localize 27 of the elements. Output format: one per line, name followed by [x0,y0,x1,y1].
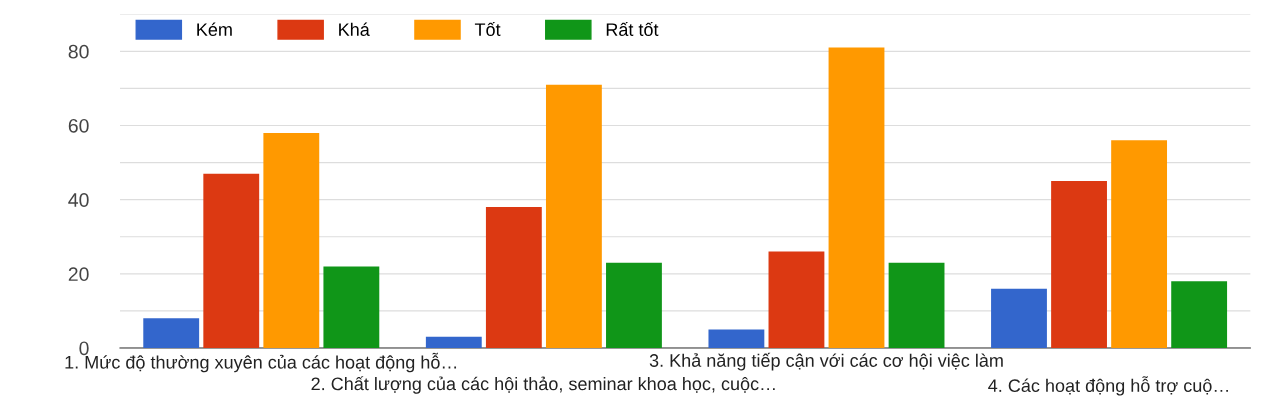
bar [828,47,885,348]
bar [708,329,765,348]
legend-label: Rất tốt [606,21,659,37]
bar [323,266,380,348]
y-tick-label: 80 [68,44,89,59]
y-tick-label: 40 [68,193,89,207]
y-tick-label: 60 [68,118,89,133]
legend-label: Kém [197,22,232,37]
bar [991,288,1047,348]
bar [1111,140,1168,348]
x-tick-label: 3. Khả năng tiếp cận với các cơ hội việc làm [649,352,1003,371]
bar [425,336,482,348]
y-tick-label: 20 [68,267,89,282]
bar [1171,281,1228,348]
legend-label: Tốt [474,21,501,37]
legend-label: Khá [339,22,370,37]
bar [1051,181,1107,348]
bar [485,207,542,348]
bar [888,262,945,348]
x-tick-label: 4. Các hoạt động hỗ trợ cuộ… [988,376,1228,396]
bar [606,262,662,348]
bar [545,84,602,348]
bar [143,318,200,348]
bar [263,132,320,348]
x-tick-label: 2. Chất lượng của các hội thảo, seminar khoa học, cuộc… [311,376,775,394]
bar [768,251,825,348]
bar [203,173,260,348]
